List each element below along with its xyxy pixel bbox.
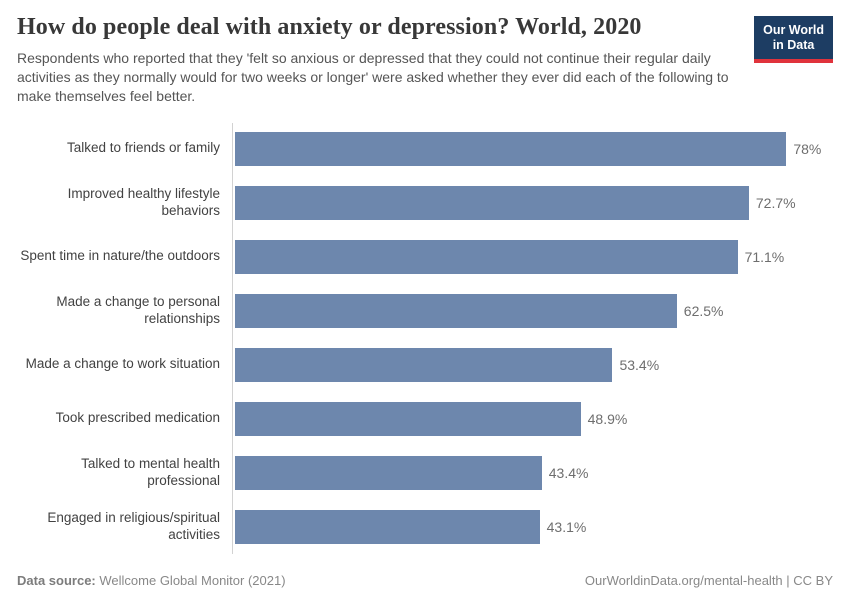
bar-track: 43.1% [232, 509, 833, 544]
chart-subtitle: Respondents who reported that they 'felt… [17, 50, 729, 105]
bar[interactable] [235, 131, 787, 166]
header-text: How do people deal with anxiety or depre… [17, 14, 735, 107]
bar-track: 62.5% [232, 293, 833, 328]
y-axis-line [232, 122, 233, 554]
chart-row: Made a change to personal relationships … [17, 293, 833, 328]
bar-track: 53.4% [232, 347, 833, 382]
bar-track: 72.7% [232, 185, 833, 220]
chart-row: Engaged in religious/spiritual activitie… [17, 509, 833, 544]
value-label: 71.1% [744, 248, 785, 265]
value-label: 72.7% [755, 194, 796, 211]
data-source-label: Data source: [17, 573, 96, 588]
bar-track: 48.9% [232, 401, 833, 436]
owid-url-link[interactable]: OurWorldinData.org/mental-health | CC BY [584, 573, 833, 588]
category-label: Spent time in nature/the outdoors [20, 248, 220, 264]
value-label: 53.4% [619, 356, 660, 373]
category-label: Talked to mental health professional [81, 455, 220, 488]
category-label: Engaged in religious/spiritual activitie… [47, 509, 220, 542]
value-label: 48.9% [587, 410, 628, 427]
value-label: 43.1% [546, 518, 587, 535]
chart-row: Talked to mental health professional 43.… [17, 455, 833, 490]
category-label: Improved healthy lifestyle behaviors [67, 185, 220, 218]
chart-header: How do people deal with anxiety or depre… [17, 14, 833, 107]
category-label: Talked to friends or family [66, 140, 220, 156]
value-label: 78% [793, 140, 822, 157]
chart-row: Spent time in nature/the outdoors 71.1% [17, 239, 833, 274]
chart-row: Talked to friends or family 78% [17, 131, 833, 166]
bar-track: 71.1% [232, 239, 833, 274]
bar[interactable] [235, 401, 581, 436]
bar[interactable] [235, 239, 738, 274]
chart-row: Took prescribed medication 48.9% [17, 401, 833, 436]
bar[interactable] [235, 509, 540, 544]
data-source: Data source: Wellcome Global Monitor (20… [17, 573, 286, 588]
plot-area: Talked to friends or family 78% Improved… [17, 122, 833, 554]
bar-rows-container: Talked to friends or family 78% Improved… [17, 123, 833, 554]
owid-logo-line2: in Data [772, 38, 815, 53]
bar-track: 78% [232, 131, 833, 166]
bar-chart: Talked to friends or family 78% Improved… [17, 122, 833, 563]
owid-logo-line1: Our World [763, 23, 824, 37]
chart-footer: Data source: Wellcome Global Monitor (20… [17, 563, 833, 588]
bar[interactable] [235, 455, 542, 490]
category-label: Took prescribed medication [55, 410, 220, 426]
value-label: 43.4% [548, 464, 589, 481]
category-label: Made a change to work situation [25, 356, 220, 372]
chart-row: Made a change to work situation 53.4% [17, 347, 833, 382]
value-label: 62.5% [683, 302, 724, 319]
bar[interactable] [235, 293, 677, 328]
chart-title: How do people deal with anxiety or depre… [17, 14, 642, 40]
chart-row: Improved healthy lifestyle behaviors 72.… [17, 185, 833, 220]
bar[interactable] [235, 185, 749, 220]
category-label: Made a change to personal relationships [56, 293, 220, 326]
bar-track: 43.4% [232, 455, 833, 490]
owid-logo[interactable]: Our World in Data [754, 16, 833, 63]
bar[interactable] [235, 347, 613, 382]
data-source-text: Wellcome Global Monitor (2021) [99, 573, 286, 588]
